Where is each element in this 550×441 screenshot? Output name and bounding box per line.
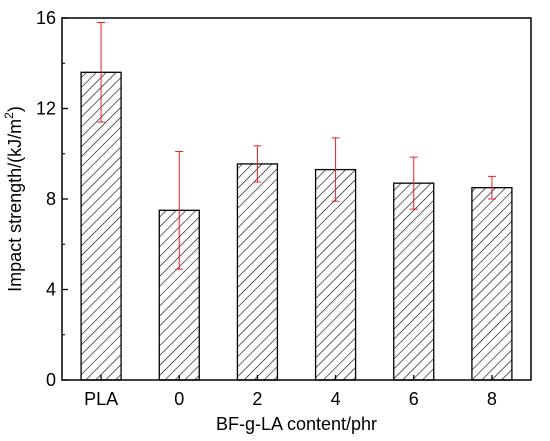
- plot-frame: [61, 17, 532, 381]
- y-axis-title-superscript: 2: [2, 112, 16, 119]
- y-tick-label: 0: [46, 370, 56, 390]
- bar: [236, 163, 279, 381]
- bar: [471, 187, 513, 381]
- y-tick-label: 8: [46, 189, 56, 209]
- x-tick-label: 0: [174, 389, 184, 409]
- x-axis-ticks: PLA 0 2 4 6 8: [84, 375, 497, 409]
- y-tick-label: 12: [36, 99, 56, 119]
- bar: [80, 71, 122, 381]
- x-tick-label: 6: [409, 389, 419, 409]
- y-axis-ticks: 0 4 8 12 16: [36, 8, 68, 390]
- x-axis-title: BF-g-LA content/phr: [216, 414, 377, 434]
- y-axis-title: Impact strength/(kJ/m2): [2, 106, 25, 292]
- y-tick-label: 16: [36, 8, 56, 28]
- error-bars-layer: [97, 22, 496, 270]
- y-axis-title-main: Impact strength/(kJ/m: [5, 119, 25, 292]
- y-tick-label: 4: [46, 280, 56, 300]
- x-tick-label: 8: [487, 389, 497, 409]
- bars-layer: [80, 71, 513, 381]
- x-tick-label: PLA: [84, 389, 118, 409]
- x-tick-label: 2: [252, 389, 262, 409]
- x-tick-label: 4: [331, 389, 341, 409]
- bar: [393, 182, 435, 381]
- y-axis-title-close: ): [5, 106, 25, 112]
